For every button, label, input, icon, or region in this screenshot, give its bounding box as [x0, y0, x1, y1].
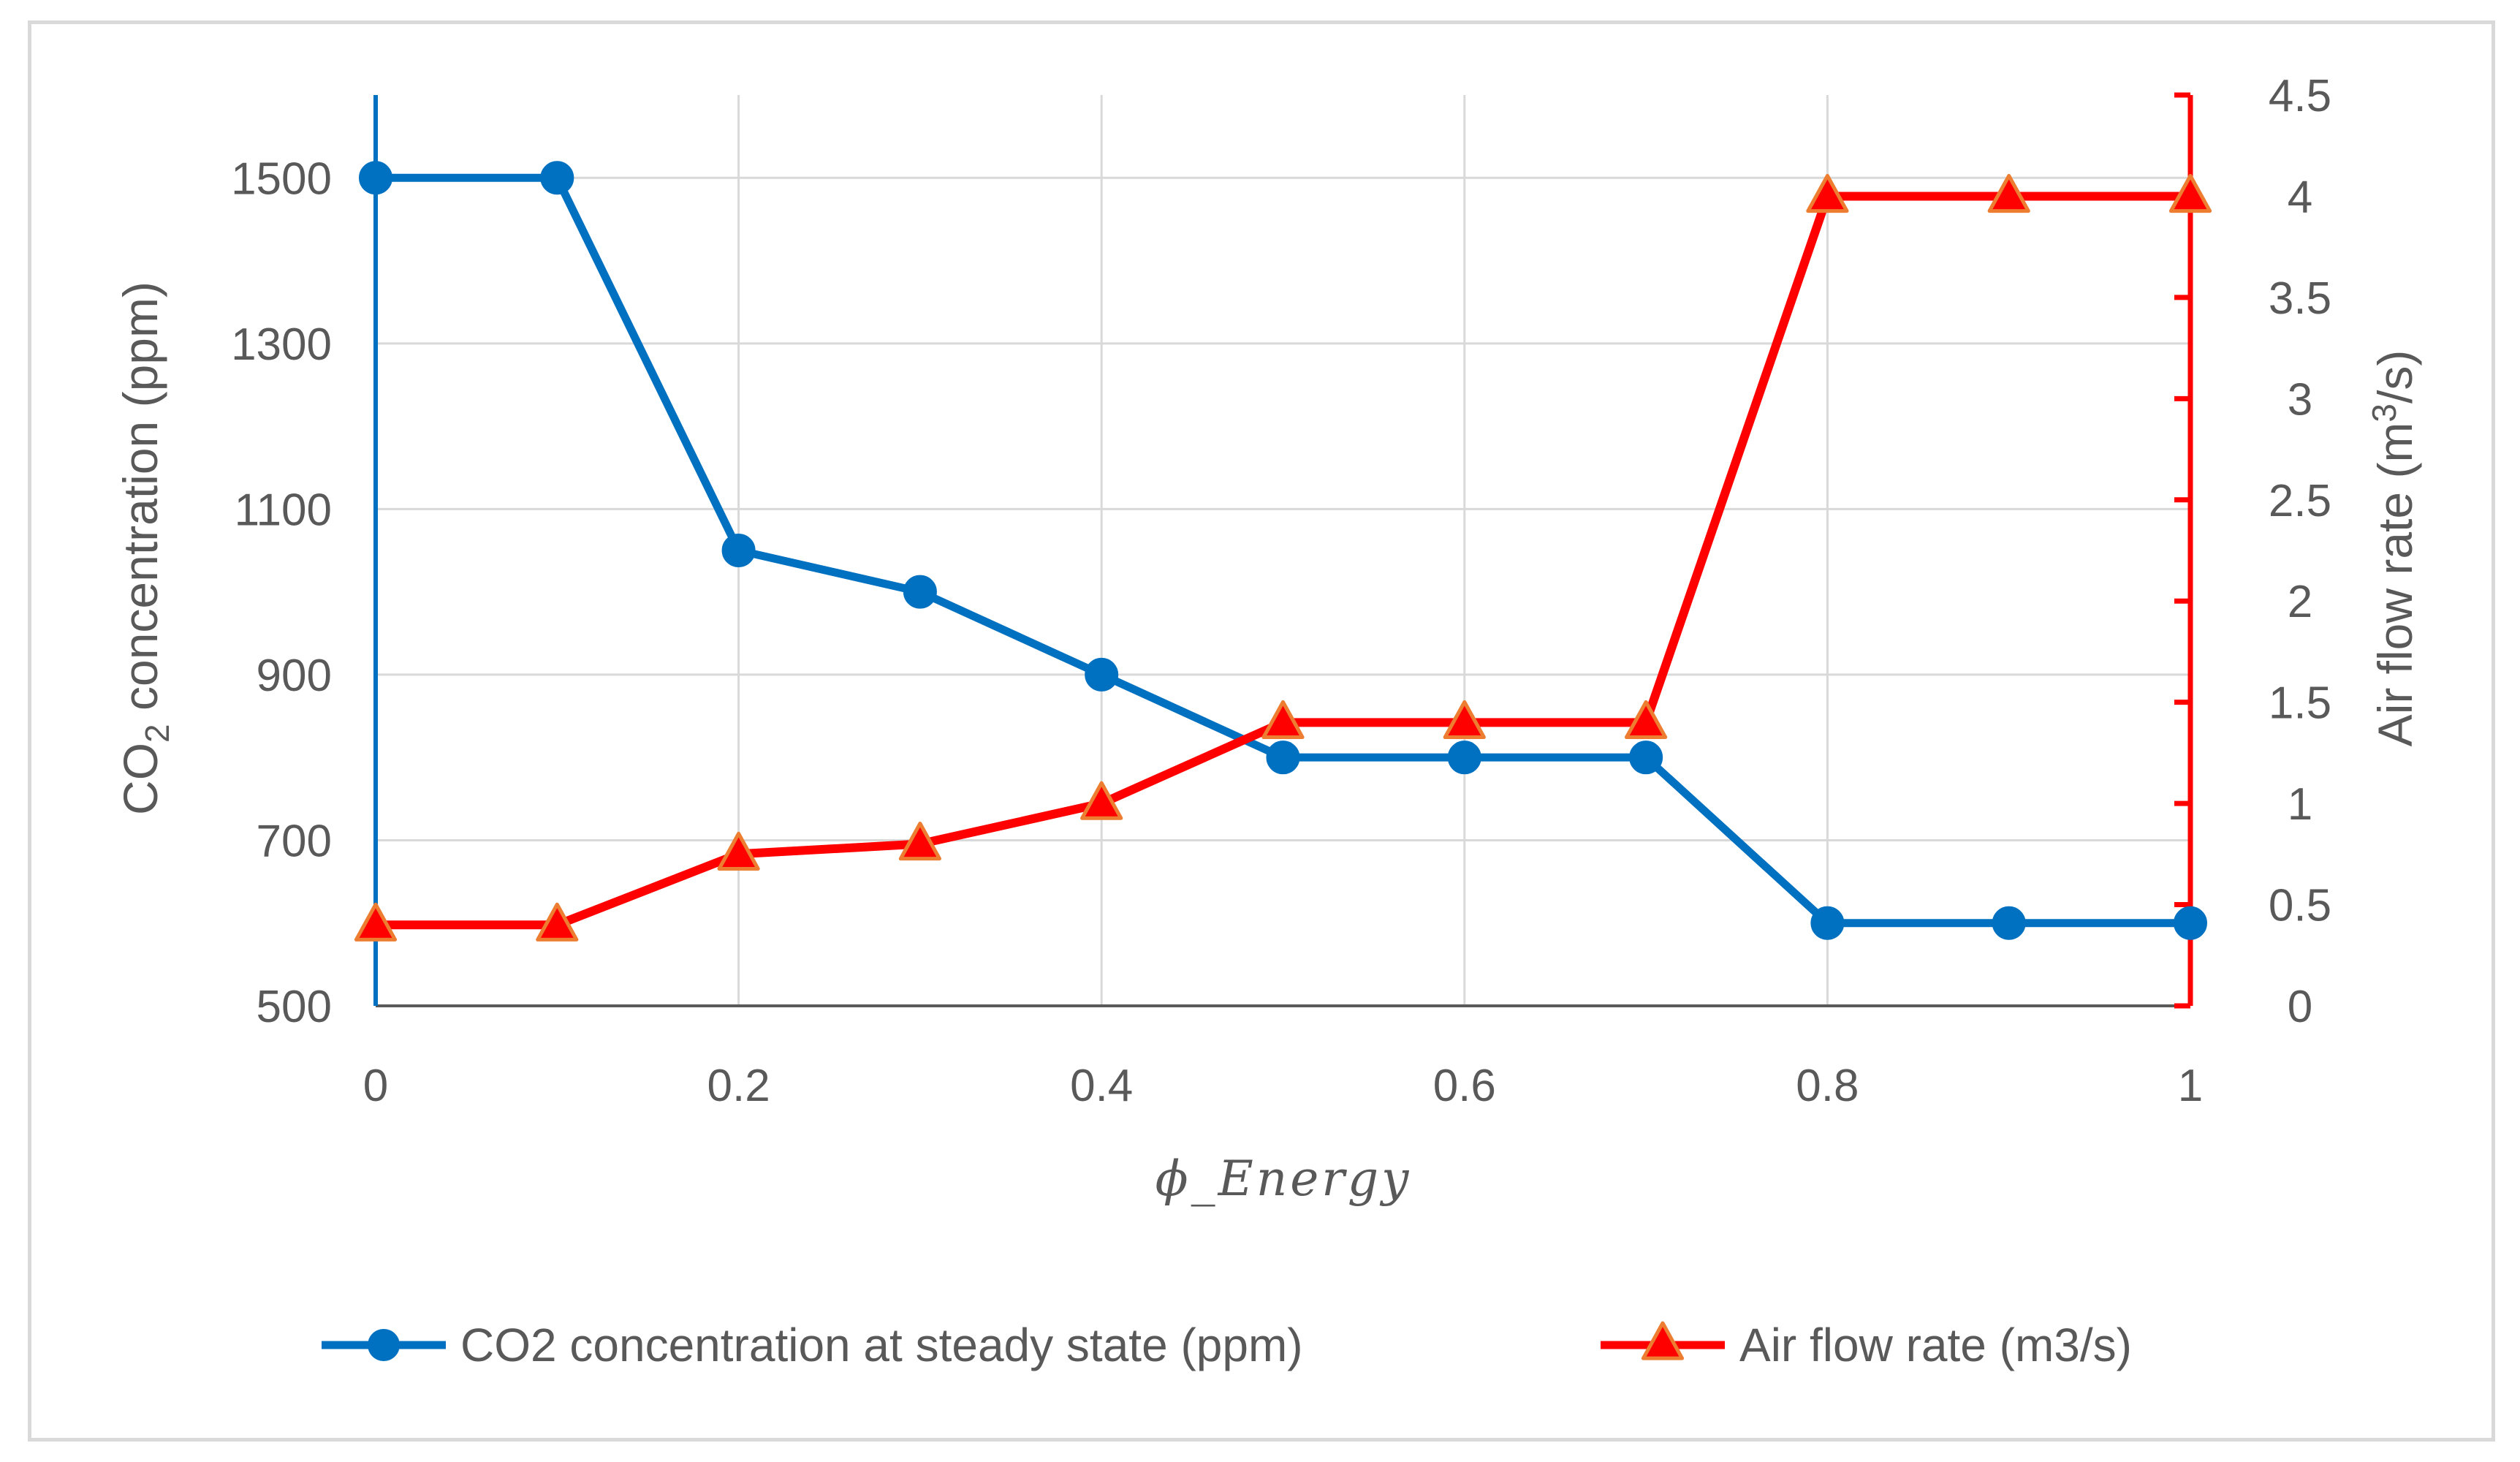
x-tick-label: 0.6 [1433, 1061, 1496, 1111]
y-left-tick-label: 900 [257, 651, 332, 701]
co2-point [359, 161, 392, 195]
y-left-tick-label: 1100 [235, 485, 332, 535]
y-right-tick-label: 4 [2288, 172, 2312, 222]
co2-point [1085, 657, 1119, 692]
x-tick-label: 0.4 [1070, 1061, 1133, 1111]
y-right-tick-label: 1 [2288, 779, 2312, 830]
x-tick-label: 0 [363, 1061, 388, 1111]
y-right-tick-label: 3.5 [2269, 273, 2331, 324]
airflow-point [354, 902, 398, 942]
airflow-point [2168, 173, 2212, 213]
airflow-point [1987, 173, 2030, 213]
y-axis-left-title: CO2 concentration (ppm) [113, 281, 176, 815]
x-tick-label: 1 [2178, 1061, 2203, 1111]
x-axis-title: ϕ_Energy [1155, 1151, 1412, 1207]
axes [373, 92, 2193, 1009]
co2-point [1266, 741, 1300, 775]
y-right-tick-label: 1.5 [2269, 678, 2331, 729]
legend-item-co2: CO2 concentration at steady state (ppm) [322, 1319, 1303, 1371]
y-right-tick-label: 0.5 [2269, 881, 2331, 931]
gridlines [376, 95, 2190, 1006]
y-left-tick-label: 1300 [231, 319, 332, 370]
airflow-point [1625, 700, 1668, 740]
co2-point [1992, 906, 2026, 940]
co2-point [540, 161, 574, 195]
legend-triangle-marker [1641, 1321, 1685, 1360]
y-left-tick-label: 1500 [231, 154, 332, 204]
airflow-point [1080, 781, 1123, 820]
legend-circle-marker [368, 1329, 400, 1361]
airflow-series-line [376, 192, 2190, 930]
co2-point [1447, 741, 1481, 775]
x-tick-label: 0.8 [1796, 1061, 1859, 1111]
co2-point [2174, 906, 2207, 940]
y-right-tick-label: 2.5 [2269, 476, 2331, 526]
y-right-tick-label: 3 [2288, 374, 2312, 425]
co2-point [1810, 906, 1845, 940]
airflow-point [898, 821, 941, 861]
y-axis-right-title: Air flow rate (m3/s) [2365, 350, 2422, 747]
airflow-point [1261, 700, 1305, 740]
co2-point [721, 534, 756, 567]
y-left-tick-label: 700 [257, 816, 332, 866]
co2-point [903, 575, 937, 609]
legend-label: Air flow rate (m3/s) [1739, 1319, 2132, 1371]
y-right-tick-label: 2 [2288, 577, 2312, 627]
x-tick-label: 0.2 [707, 1061, 770, 1111]
legend-label: CO2 concentration at steady state (ppm) [460, 1319, 1303, 1371]
y-left-tick-label: 500 [257, 982, 332, 1032]
y-right-tick-label: 0 [2288, 982, 2312, 1032]
legend: CO2 concentration at steady state (ppm) A… [322, 1319, 2132, 1371]
co2-point [1629, 741, 1663, 775]
y-right-tick-label: 4.5 [2269, 71, 2331, 121]
tick-labels: 500 700 900 1100 1300 1500 0 0.5 1 1.5 2 2.5 3 3.5 4 4.… [231, 71, 2331, 1111]
co2-series-line [376, 173, 2190, 928]
airflow-point [1443, 700, 1486, 740]
series-layer [354, 161, 2212, 942]
airflow-point [1806, 173, 1849, 213]
airflow-point [536, 902, 579, 942]
legend-item-airflow: Air flow rate (m3/s) [1601, 1319, 2132, 1371]
airflow-point [717, 831, 760, 871]
